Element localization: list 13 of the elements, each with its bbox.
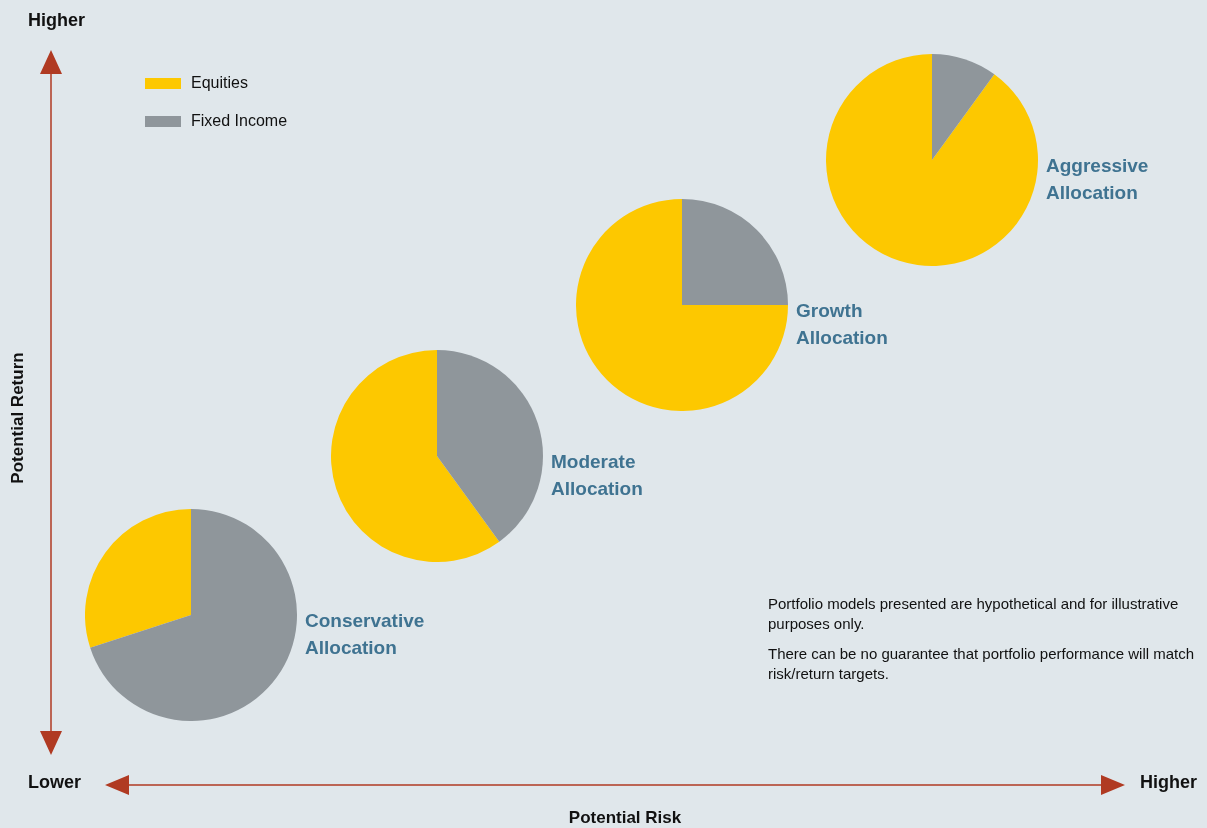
text: Potential Return [8,352,28,484]
text: Portfolio models presented are hypothetical and for illustrative purposes only. [768,594,1180,634]
text: Moderate Allocation [551,450,644,501]
text: Conservative Allocation [305,609,426,660]
text: There can be no guarantee that portfolio performance will match risk/return targets. [768,644,1196,684]
text: Potential Risk [568,808,682,828]
text: Aggressive Allocation [1046,154,1150,205]
text: Growth Allocation [796,299,889,350]
text: Lower [28,772,82,793]
legend-label: Fixed Income [191,112,288,130]
text: Higher [1140,772,1198,793]
text: Higher [28,10,86,31]
legend-label: Equities [191,74,248,92]
